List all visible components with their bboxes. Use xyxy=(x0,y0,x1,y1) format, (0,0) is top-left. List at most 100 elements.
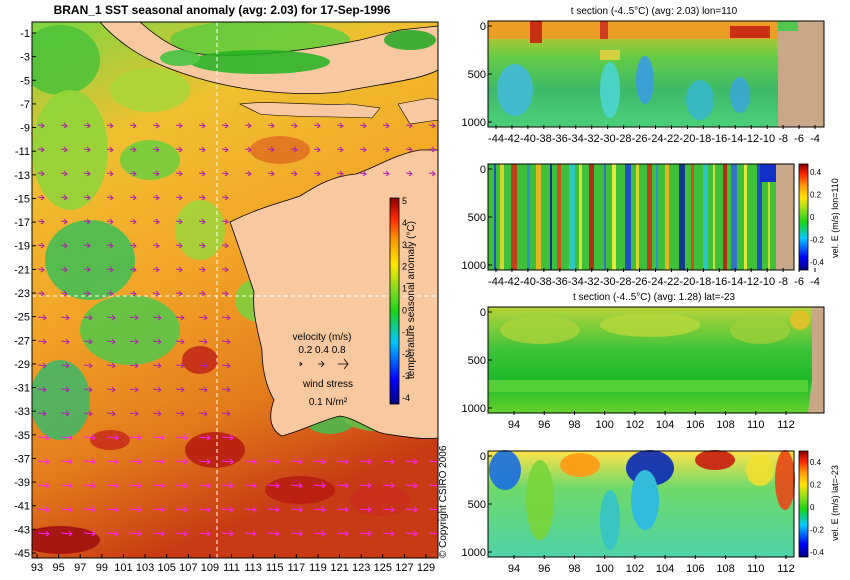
wind-arrow xyxy=(106,530,119,537)
section2-colorbar-ticks: 0.4 0.2 0 -0.2 -0.4 xyxy=(810,168,824,267)
wind-arrow xyxy=(37,218,45,225)
wind-arrow xyxy=(152,386,162,393)
section2-y-tick-label: 1000 xyxy=(462,260,486,272)
main-colorbar-tick-label: 2 xyxy=(402,262,407,272)
main-y-tick-label: -17 xyxy=(14,217,30,229)
main-x-tick-label: 127 xyxy=(395,562,413,574)
wind-arrow xyxy=(106,146,114,153)
section1-x-tick-label: -26 xyxy=(632,133,648,145)
wind-arrow xyxy=(175,458,188,465)
main-y-tick-label: -23 xyxy=(14,288,30,300)
section4-x-tick-label: 108 xyxy=(716,563,734,575)
wind-arrow xyxy=(83,194,91,201)
main-x-tick-label: 123 xyxy=(352,562,370,574)
wind-arrow xyxy=(405,530,418,537)
section3-x-tick-label: 110 xyxy=(747,419,765,431)
wind-arrow xyxy=(221,458,234,465)
wind-arrow xyxy=(129,458,142,465)
wind-arrow xyxy=(267,122,275,129)
main-x-tick-label: 97 xyxy=(74,562,86,574)
main-x-tick-label: 105 xyxy=(157,562,175,574)
section1-x-tick-label: -32 xyxy=(584,133,600,145)
section3-y-tick-label: 0 xyxy=(480,307,486,319)
wind-arrow xyxy=(60,386,70,393)
wind-arrow xyxy=(175,434,188,441)
section4-x-tick-label: 102 xyxy=(626,563,644,575)
wind-arrow xyxy=(60,458,73,465)
wind-arrow xyxy=(198,362,208,369)
main-map-x-axis: 93 95 97 99 101 103 105 107 109 111 113 115 117 119 12… xyxy=(31,554,435,574)
section1-x-tick-label: -4 xyxy=(810,133,820,145)
section2-colorbar-tick-label: -0.4 xyxy=(810,258,824,267)
wind-arrow xyxy=(290,482,303,489)
section1-y-axis: 0 500 1000 xyxy=(462,21,492,129)
wind-arrow xyxy=(152,338,162,345)
section2-x-tick-label: -28 xyxy=(616,276,632,288)
section3-x-tick-label: 100 xyxy=(595,419,613,431)
cool-anomaly-patches xyxy=(32,22,435,440)
section1-x-tick-label: -10 xyxy=(759,133,775,145)
wind-arrow xyxy=(152,242,160,249)
wind-arrow xyxy=(359,146,367,153)
wind-arrow xyxy=(175,146,183,153)
velocity-stripe xyxy=(511,164,517,270)
section1-x-tick-label: -18 xyxy=(695,133,711,145)
wind-arrow xyxy=(37,458,50,465)
wind-arrow xyxy=(60,218,68,225)
wind-arrow xyxy=(152,122,160,129)
wind-arrow xyxy=(37,410,47,417)
wind-arrow xyxy=(405,170,413,177)
wind-arrow xyxy=(106,458,119,465)
wind-arrow xyxy=(37,290,45,297)
main-x-tick-label: 101 xyxy=(114,562,132,574)
main-y-tick-label: -39 xyxy=(14,477,30,489)
wind-arrow xyxy=(359,122,367,129)
section1-y-tick-label: 1000 xyxy=(462,117,486,129)
wind-arrow xyxy=(83,314,93,321)
wind-arrow xyxy=(244,530,257,537)
section2-x-tick-label: -34 xyxy=(568,276,584,288)
section2-colorbar-tick-label: 0.2 xyxy=(810,191,822,200)
wind-arrow xyxy=(129,146,137,153)
main-x-tick-label: 109 xyxy=(201,562,219,574)
wind-arrow xyxy=(336,458,349,465)
main-map-y-axis: -1 -3 -5 -7 -9 -11 -13 -15 -17 -19 -21 -23 -25 -27 -29… xyxy=(14,28,36,560)
wind-arrow xyxy=(83,410,93,417)
wind-arrow xyxy=(83,506,96,513)
wind-arrow xyxy=(359,530,372,537)
wind-arrow xyxy=(382,530,395,537)
wind-arrow xyxy=(129,482,142,489)
wind-arrow xyxy=(267,170,275,177)
section4-colorbar-tick-label: 0 xyxy=(810,503,815,512)
section2-x-tick-label: -20 xyxy=(679,276,695,288)
velocity-stripe xyxy=(612,164,616,270)
velocity-stripe xyxy=(723,164,727,270)
wind-arrow xyxy=(175,410,185,417)
wind-arrow xyxy=(382,458,395,465)
wind-arrow xyxy=(267,458,280,465)
wind-arrow xyxy=(83,218,91,225)
section3-y-tick-label: 500 xyxy=(468,355,486,367)
wind-arrow xyxy=(175,194,183,201)
wind-arrow xyxy=(244,458,257,465)
velocity-legend-values: 0.2 0.4 0.8 xyxy=(298,345,346,356)
wind-arrow xyxy=(221,482,234,489)
wind-arrow xyxy=(152,410,162,417)
main-x-tick-label: 107 xyxy=(179,562,197,574)
wind-arrow xyxy=(83,242,91,249)
wind-arrow xyxy=(290,530,303,537)
wind-arrow xyxy=(152,290,160,297)
section2-x-tick-label: -26 xyxy=(632,276,648,288)
main-x-tick-label: 99 xyxy=(96,562,108,574)
wind-arrow xyxy=(60,434,73,441)
section1-x-tick-label: -24 xyxy=(648,133,664,145)
wind-arrow xyxy=(359,482,372,489)
wind-arrow xyxy=(175,122,183,129)
main-y-tick-label: -9 xyxy=(20,123,30,135)
wind-arrow xyxy=(152,194,160,201)
wind-arrow xyxy=(221,218,229,225)
section1-x-tick-label: -8 xyxy=(778,133,788,145)
section2-colorbar-tick-label: -0.2 xyxy=(810,236,824,245)
section1-x-tick-label: -28 xyxy=(616,133,632,145)
main-x-tick-label: 129 xyxy=(417,562,435,574)
